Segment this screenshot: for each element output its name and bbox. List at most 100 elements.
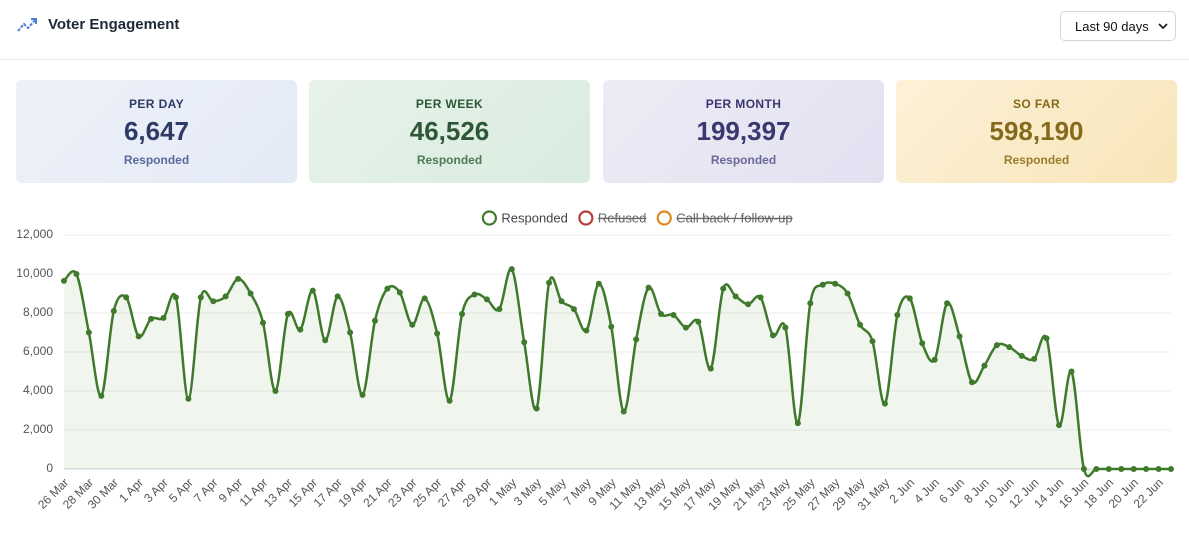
point — [832, 280, 839, 287]
point — [471, 291, 478, 298]
point — [334, 293, 341, 300]
point — [1118, 466, 1125, 472]
x-tick-label: 1 Apr — [116, 475, 146, 505]
x-tick-label: 4 Jun — [911, 475, 942, 506]
stat-label: SO FAR — [1012, 97, 1061, 111]
legend-item[interactable]: Refused — [578, 210, 646, 226]
point — [682, 324, 689, 331]
stat-caption: Responded — [123, 153, 190, 167]
point — [309, 287, 316, 294]
x-tick-label: 5 May — [536, 475, 569, 508]
point — [1006, 344, 1013, 351]
point — [210, 298, 217, 305]
point — [583, 327, 590, 334]
point — [508, 266, 515, 273]
stat-value: 598,190 — [989, 116, 1084, 146]
point — [981, 362, 988, 369]
x-tick-label: 3 May — [511, 475, 544, 508]
point — [1031, 355, 1038, 362]
point — [1080, 466, 1087, 472]
point — [1093, 466, 1100, 472]
range-select[interactable]: Last 90 days — [1060, 11, 1176, 41]
point — [172, 294, 179, 301]
y-tick-label: 12,000 — [16, 227, 53, 241]
point — [1105, 466, 1112, 472]
point — [769, 332, 776, 339]
point — [123, 294, 130, 301]
point — [297, 326, 304, 333]
point — [919, 340, 926, 347]
legend-marker — [578, 210, 594, 226]
point — [533, 405, 540, 412]
legend-marker — [481, 210, 497, 226]
stat-card: PER DAY 6,647 Responded — [16, 80, 297, 183]
stat-value: 46,526 — [409, 116, 490, 146]
legend-label: Call back / follow-up — [676, 210, 792, 225]
point — [857, 321, 864, 328]
y-tick-label: 4,000 — [23, 383, 53, 397]
point — [670, 311, 677, 318]
x-tick-label: 7 Apr — [191, 475, 221, 505]
range-select-text: Last 90 days — [1075, 19, 1149, 34]
point — [819, 281, 826, 288]
y-tick-label: 8,000 — [23, 305, 53, 319]
point — [732, 293, 739, 300]
point — [359, 391, 366, 398]
stat-label: PER DAY — [128, 97, 185, 111]
point — [807, 300, 814, 307]
x-tick-label: 5 Apr — [166, 475, 196, 505]
y-tick-label: 2,000 — [23, 422, 53, 436]
point — [421, 295, 428, 302]
point — [794, 420, 801, 427]
point — [396, 289, 403, 296]
point — [459, 310, 466, 317]
select-caret — [1158, 23, 1168, 30]
point — [185, 395, 192, 402]
legend-label: Responded — [501, 210, 568, 225]
point — [521, 339, 528, 346]
point — [384, 285, 391, 292]
legend-label: Refused — [598, 210, 646, 225]
point — [782, 324, 789, 331]
point — [1043, 335, 1050, 342]
point — [347, 329, 354, 336]
point — [968, 379, 975, 386]
stat-card: PER MONTH 199,397 Responded — [603, 80, 884, 183]
legend-item[interactable]: Responded — [481, 210, 568, 226]
point — [757, 294, 764, 301]
point — [85, 329, 92, 336]
point — [1168, 466, 1174, 472]
point — [409, 321, 416, 328]
x-tick-label: 2 Jun — [887, 475, 918, 506]
point — [135, 333, 142, 340]
stat-card: SO FAR 598,190 Responded — [896, 80, 1177, 183]
x-tick-label: 6 Jun — [936, 475, 967, 506]
y-tick-label: 0 — [46, 461, 53, 475]
point — [98, 392, 105, 399]
point — [645, 284, 652, 291]
x-tick-label: 7 May — [561, 475, 594, 508]
point — [1155, 466, 1162, 472]
point — [707, 365, 714, 372]
point — [931, 356, 938, 363]
point — [869, 338, 876, 345]
point — [570, 306, 577, 313]
point — [483, 296, 490, 303]
point — [160, 314, 167, 321]
x-tick-label: 3 Apr — [141, 475, 171, 505]
point — [1068, 368, 1075, 375]
legend-marker — [656, 210, 672, 226]
stat-label: PER WEEK — [415, 97, 484, 111]
point — [993, 342, 1000, 349]
point — [222, 293, 229, 300]
point — [1056, 422, 1063, 429]
header-title: Voter Engagement — [48, 16, 180, 33]
point — [1018, 352, 1025, 359]
legend-item[interactable]: Call back / follow-up — [656, 210, 793, 226]
point — [371, 317, 378, 324]
point — [906, 295, 913, 302]
legend: Responded Refused Call back / follow-up — [481, 210, 793, 226]
point — [110, 308, 117, 315]
stat-caption: Responded — [1003, 153, 1070, 167]
